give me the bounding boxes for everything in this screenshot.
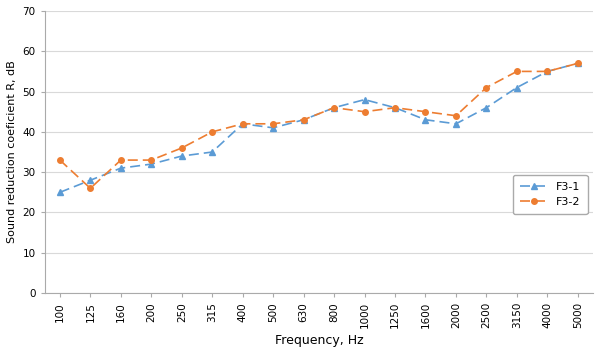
F3-2 bbox=[483, 85, 490, 90]
F3-2 bbox=[87, 186, 94, 190]
F3-1 bbox=[331, 105, 338, 110]
F3-2 bbox=[331, 105, 338, 110]
F3-1 bbox=[269, 126, 277, 130]
F3-2 bbox=[269, 122, 277, 126]
F3-2 bbox=[452, 114, 460, 118]
F3-2 bbox=[422, 110, 429, 114]
Legend: F3-1, F3-2: F3-1, F3-2 bbox=[513, 175, 587, 214]
F3-1 bbox=[452, 122, 460, 126]
F3-1 bbox=[56, 190, 64, 194]
F3-2 bbox=[239, 122, 246, 126]
Y-axis label: Sound reduction coeficient R, dB: Sound reduction coeficient R, dB bbox=[7, 61, 17, 244]
F3-2 bbox=[117, 158, 124, 162]
F3-2 bbox=[544, 69, 551, 74]
F3-1 bbox=[574, 61, 581, 65]
Line: F3-2: F3-2 bbox=[57, 61, 581, 191]
F3-1 bbox=[391, 105, 398, 110]
F3-2 bbox=[209, 130, 216, 134]
F3-1 bbox=[117, 166, 124, 170]
F3-2 bbox=[513, 69, 520, 74]
F3-2 bbox=[56, 158, 64, 162]
F3-1 bbox=[361, 97, 368, 102]
F3-1 bbox=[300, 118, 307, 122]
F3-2 bbox=[148, 158, 155, 162]
F3-1 bbox=[209, 150, 216, 154]
F3-1 bbox=[178, 154, 185, 158]
F3-1 bbox=[148, 162, 155, 166]
F3-2 bbox=[574, 61, 581, 65]
F3-1 bbox=[483, 105, 490, 110]
Line: F3-1: F3-1 bbox=[56, 60, 581, 196]
F3-2 bbox=[391, 105, 398, 110]
F3-1 bbox=[239, 122, 246, 126]
F3-1 bbox=[87, 178, 94, 182]
F3-1 bbox=[422, 118, 429, 122]
F3-1 bbox=[544, 69, 551, 74]
F3-2 bbox=[300, 118, 307, 122]
F3-2 bbox=[361, 110, 368, 114]
X-axis label: Frequency, Hz: Frequency, Hz bbox=[275, 334, 363, 347]
F3-2 bbox=[178, 146, 185, 150]
F3-1 bbox=[513, 85, 520, 90]
